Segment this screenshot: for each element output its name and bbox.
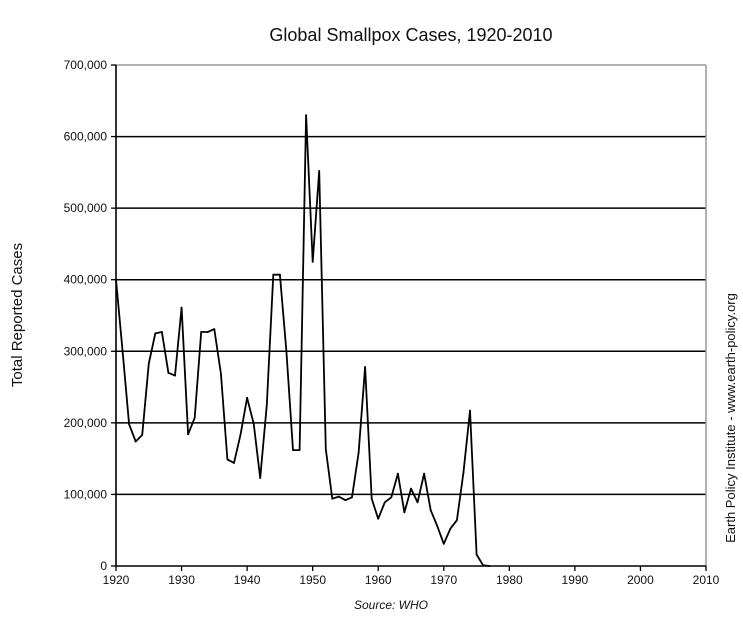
x-axis-title-source: Source: WHO — [354, 598, 428, 612]
data-point — [442, 542, 445, 545]
data-point — [219, 372, 222, 375]
series-group — [115, 114, 491, 567]
data-point — [475, 553, 478, 556]
y-axis-ticks: 0 100,000 200,000 300,000 400,000 500,000 600,… — [64, 58, 116, 573]
y-tick-label: 100,000 — [64, 487, 108, 501]
x-tick-label: 1920 — [103, 573, 130, 587]
data-point — [226, 458, 229, 461]
data-point — [383, 501, 386, 504]
data-point — [364, 366, 367, 368]
data-point — [403, 511, 406, 514]
y-tick-label: 600,000 — [64, 130, 108, 144]
data-point — [292, 449, 294, 451]
data-point — [324, 448, 327, 451]
y-tick-label: 500,000 — [64, 201, 108, 215]
data-point — [337, 495, 340, 498]
data-point — [213, 328, 216, 330]
credit-text: Earth Policy Institute - www.earth-polic… — [723, 293, 738, 543]
data-point — [200, 331, 203, 333]
y-tick-label: 0 — [100, 559, 107, 573]
y-tick-label: 200,000 — [64, 416, 108, 430]
data-point — [187, 433, 190, 436]
data-point — [265, 404, 268, 406]
gridlines — [116, 135, 706, 496]
data-point — [160, 331, 163, 333]
data-point — [390, 496, 393, 499]
data-point — [396, 472, 399, 475]
y-tick-label: 400,000 — [64, 273, 108, 287]
data-point — [488, 565, 491, 567]
data-point — [239, 433, 242, 436]
data-point — [193, 416, 196, 419]
data-point — [115, 278, 117, 281]
x-tick-label: 1990 — [562, 573, 589, 587]
data-point — [206, 331, 209, 333]
data-point — [233, 462, 235, 464]
y-axis-title: Total Reported Cases — [9, 243, 26, 387]
data-point — [436, 525, 439, 527]
data-point — [147, 362, 150, 365]
data-point — [344, 499, 347, 502]
data-point — [455, 519, 458, 522]
data-point — [272, 273, 275, 276]
data-point — [410, 487, 412, 490]
data-point — [259, 477, 262, 479]
data-point — [134, 440, 137, 443]
x-tick-label: 1980 — [496, 573, 523, 587]
data-point — [449, 527, 452, 530]
x-tick-label: 2010 — [693, 573, 720, 587]
data-point — [357, 452, 360, 454]
data-point — [351, 496, 353, 499]
x-tick-label: 2000 — [627, 573, 654, 587]
data-point — [167, 371, 170, 374]
data-point — [429, 509, 432, 512]
data-point — [141, 434, 144, 436]
x-tick-label: 1970 — [430, 573, 457, 587]
data-point — [318, 170, 321, 172]
y-tick-label: 700,000 — [64, 58, 108, 72]
data-point — [462, 472, 465, 474]
chart-title: Global Smallpox Cases, 1920-2010 — [269, 25, 552, 45]
data-point — [278, 273, 281, 276]
data-point — [285, 350, 288, 353]
x-tick-label: 1940 — [234, 573, 261, 587]
data-point — [246, 396, 249, 399]
data-point — [482, 564, 485, 567]
data-point — [305, 114, 308, 116]
data-point — [469, 409, 471, 412]
data-point — [121, 350, 124, 353]
x-tick-label: 1960 — [365, 573, 392, 587]
data-point — [154, 332, 157, 335]
data-point — [311, 260, 314, 263]
x-axis-ticks: 1920 1930 1940 1950 1960 1970 1980 1990 2000 2010 — [103, 566, 720, 587]
x-tick-label: 1950 — [299, 573, 326, 587]
data-point — [252, 422, 255, 425]
data-point — [331, 497, 334, 500]
y-tick-label: 300,000 — [64, 344, 108, 358]
data-point — [416, 501, 419, 504]
x-tick-label: 1930 — [168, 573, 195, 587]
data-point — [128, 423, 131, 426]
data-point — [377, 517, 380, 520]
data-point — [180, 306, 183, 309]
series-line — [115, 114, 490, 567]
data-point — [298, 449, 301, 451]
data-point — [423, 472, 426, 475]
data-point — [370, 497, 373, 500]
data-point — [174, 374, 176, 377]
